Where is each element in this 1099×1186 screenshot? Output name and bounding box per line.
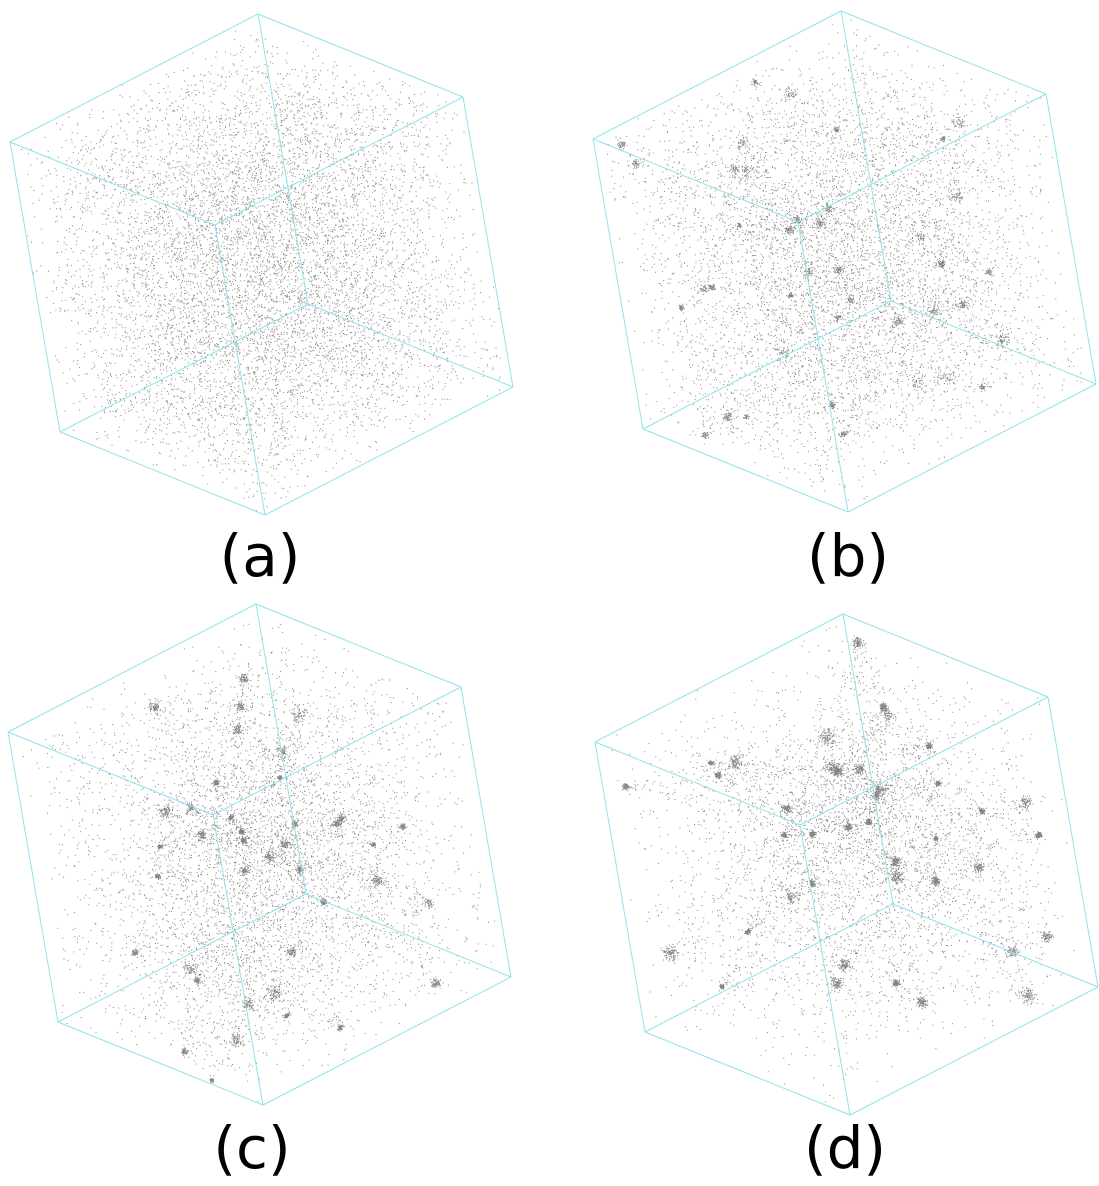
- cube-edges: [8, 604, 511, 1105]
- page: (a) (b) (c) (d) (() => { const data = JS…: [0, 0, 1099, 1186]
- figure: (a) (b) (c) (d): [0, 0, 1099, 1186]
- panel-label: (a): [220, 522, 301, 590]
- particles: [607, 19, 1082, 501]
- particles: [23, 624, 495, 1102]
- cube-edges: [595, 614, 1098, 1115]
- panel-label: (c): [213, 1114, 290, 1182]
- cube-edges: [10, 14, 513, 515]
- panel-label: (b): [807, 522, 889, 590]
- panel-label: (d): [804, 1114, 886, 1182]
- particles: [21, 31, 501, 512]
